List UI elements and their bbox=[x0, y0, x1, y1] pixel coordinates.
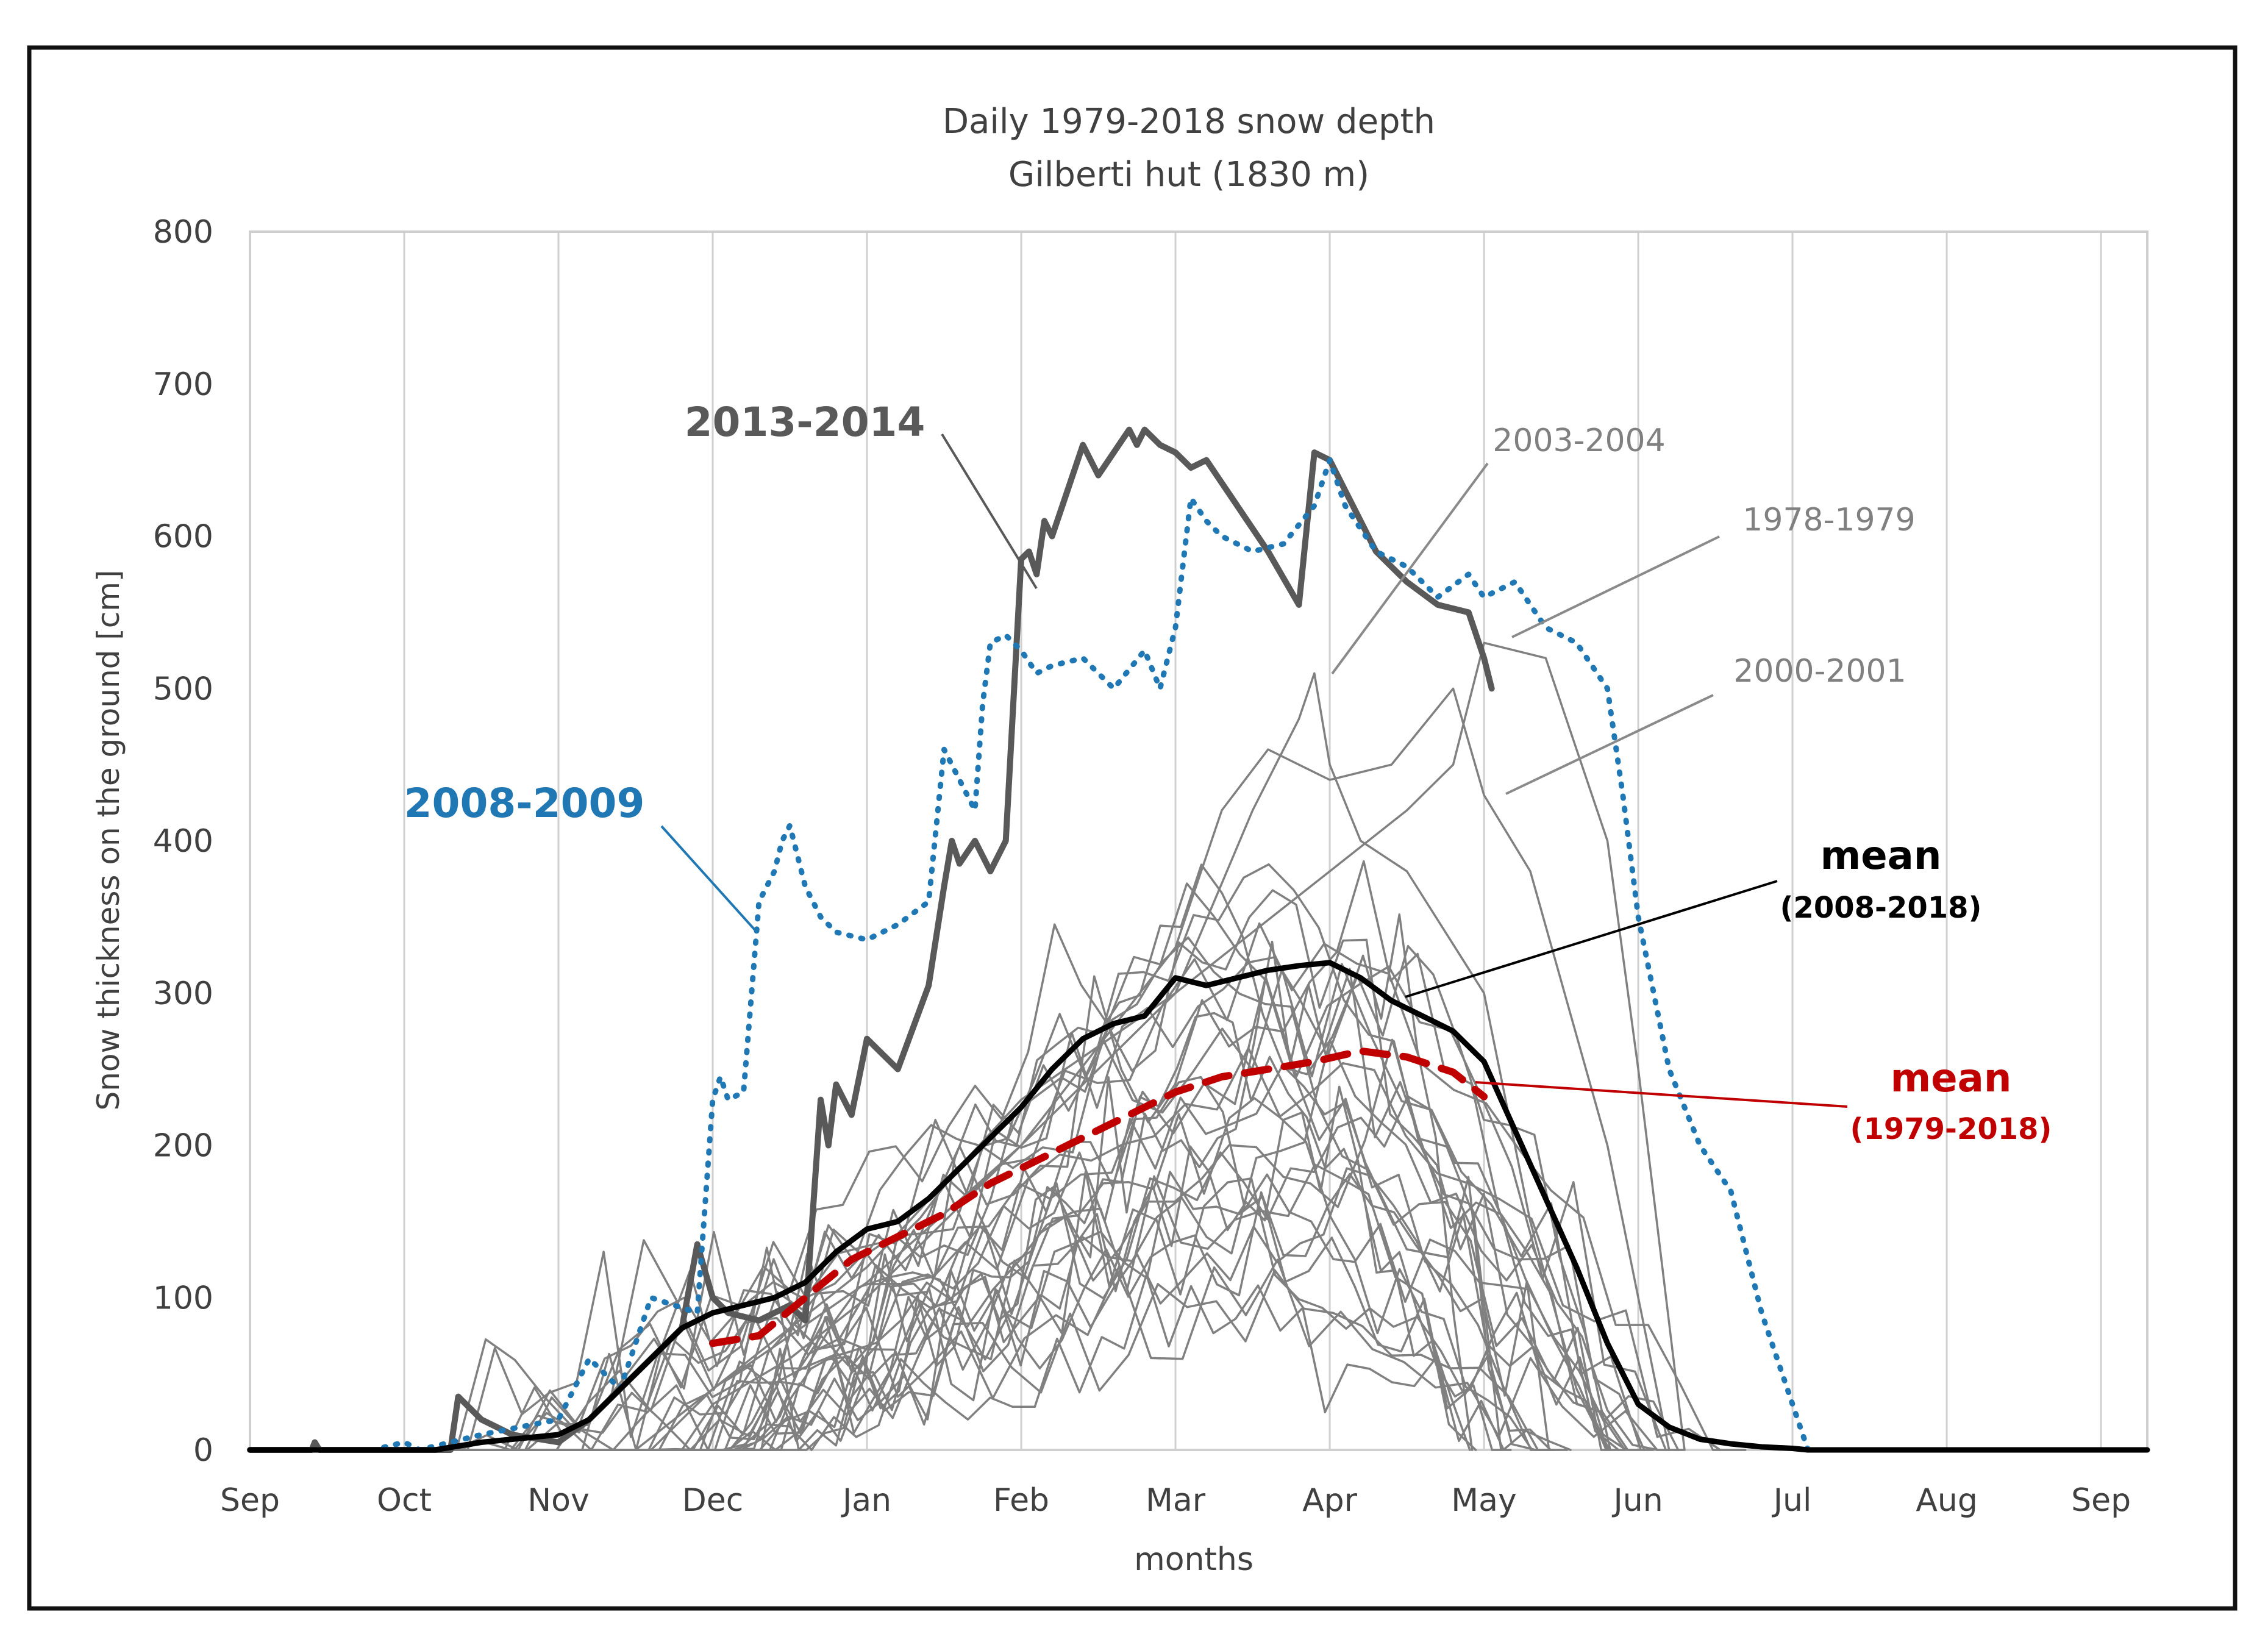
background-series-line bbox=[249, 1170, 1561, 1451]
annotation-leader-line bbox=[660, 825, 756, 931]
annotation-label: mean bbox=[1820, 833, 1942, 879]
annotation-label: 2013-2014 bbox=[685, 399, 925, 446]
y-tick-label: 600 bbox=[153, 519, 213, 555]
y-tick-label: 0 bbox=[193, 1432, 213, 1469]
background-series-line bbox=[249, 1038, 1502, 1451]
outer-frame bbox=[27, 45, 2238, 1611]
background-series-group bbox=[249, 641, 1747, 1451]
y-axis-label: Snow thickness on the ground [cm] bbox=[91, 569, 126, 1110]
annotation-sublabel: (1979-2018) bbox=[1850, 1112, 2052, 1146]
x-tick-label: Sep bbox=[2071, 1482, 2131, 1519]
series-line-2000-2001 bbox=[249, 687, 1671, 1451]
background-series-line bbox=[249, 913, 1474, 1451]
chart-title: Daily 1979-2018 snow depth bbox=[943, 102, 1435, 141]
x-axis-label: months bbox=[1134, 1541, 1253, 1578]
background-series-line bbox=[249, 1140, 1680, 1451]
highlight-series-group bbox=[247, 426, 2150, 1453]
annotation-label: mean bbox=[1891, 1056, 2012, 1101]
y-tick-label: 100 bbox=[153, 1280, 213, 1316]
annotation-leader-line bbox=[1505, 694, 1714, 795]
plot-area bbox=[249, 230, 2149, 1451]
x-tick-label: Jan bbox=[841, 1482, 891, 1519]
x-tick-label: Feb bbox=[993, 1482, 1049, 1519]
x-tick-label: Oct bbox=[377, 1482, 432, 1519]
tick-labels: Sep Oct Nov Dec Jan Feb Mar Apr May Jun Jul Aug Sep0… bbox=[153, 214, 2131, 1519]
background-series-line bbox=[249, 863, 1646, 1451]
background-series-line bbox=[249, 1167, 1628, 1451]
annotation-label: 1978-1979 bbox=[1742, 502, 1915, 538]
annotation-label: 2003-2004 bbox=[1492, 423, 1665, 459]
annotation-label: 2008-2009 bbox=[404, 780, 645, 827]
series-line-2008-2009 bbox=[247, 457, 2150, 1453]
y-tick-label: 500 bbox=[153, 671, 213, 707]
x-tick-label: Nov bbox=[527, 1482, 590, 1519]
chart-subtitle: Gilberti hut (1830 m) bbox=[1008, 155, 1369, 195]
y-tick-label: 800 bbox=[153, 214, 213, 251]
y-tick-label: 200 bbox=[153, 1128, 213, 1165]
background-series-line bbox=[249, 1095, 1620, 1451]
annotation-leader-line bbox=[941, 433, 1038, 590]
annotation-leader-line bbox=[1511, 535, 1720, 638]
annotation-sublabel: (2008-2018) bbox=[1780, 891, 1982, 925]
y-tick-label: 700 bbox=[153, 366, 213, 403]
annotation-leader-line bbox=[1331, 462, 1489, 675]
x-tick-label: Mar bbox=[1146, 1482, 1206, 1519]
x-tick-label: Apr bbox=[1302, 1482, 1358, 1519]
background-series-line bbox=[249, 860, 1608, 1451]
background-series-line bbox=[249, 1274, 1572, 1451]
y-tick-label: 300 bbox=[153, 976, 213, 1012]
x-tick-label: Sep bbox=[220, 1482, 280, 1519]
series-line-1978-1979 bbox=[249, 641, 1686, 1451]
annotation-leader-line bbox=[1475, 1081, 1848, 1108]
background-series-line bbox=[249, 1258, 1658, 1451]
annotation-leader-line bbox=[1405, 880, 1778, 998]
series-line-2003-2004 bbox=[249, 672, 1609, 1451]
y-tick-label: 400 bbox=[153, 823, 213, 860]
x-tick-label: Aug bbox=[1916, 1482, 1978, 1519]
series-line-mean-2008-2018- bbox=[247, 960, 2150, 1453]
background-series-line bbox=[249, 1163, 1477, 1451]
x-tick-label: Dec bbox=[682, 1482, 744, 1519]
annotations: 2013-2014 2008-2009 2003-2004 1978-1979 2000… bbox=[404, 399, 2052, 1146]
x-tick-label: May bbox=[1451, 1482, 1517, 1519]
series-line-mean-1979-2018- bbox=[709, 1047, 1488, 1347]
background-series-line bbox=[249, 1047, 1722, 1451]
x-tick-label: Jun bbox=[1611, 1482, 1663, 1519]
annotation-label: 2000-2001 bbox=[1733, 653, 1906, 690]
x-tick-label: Jul bbox=[1772, 1482, 1812, 1519]
